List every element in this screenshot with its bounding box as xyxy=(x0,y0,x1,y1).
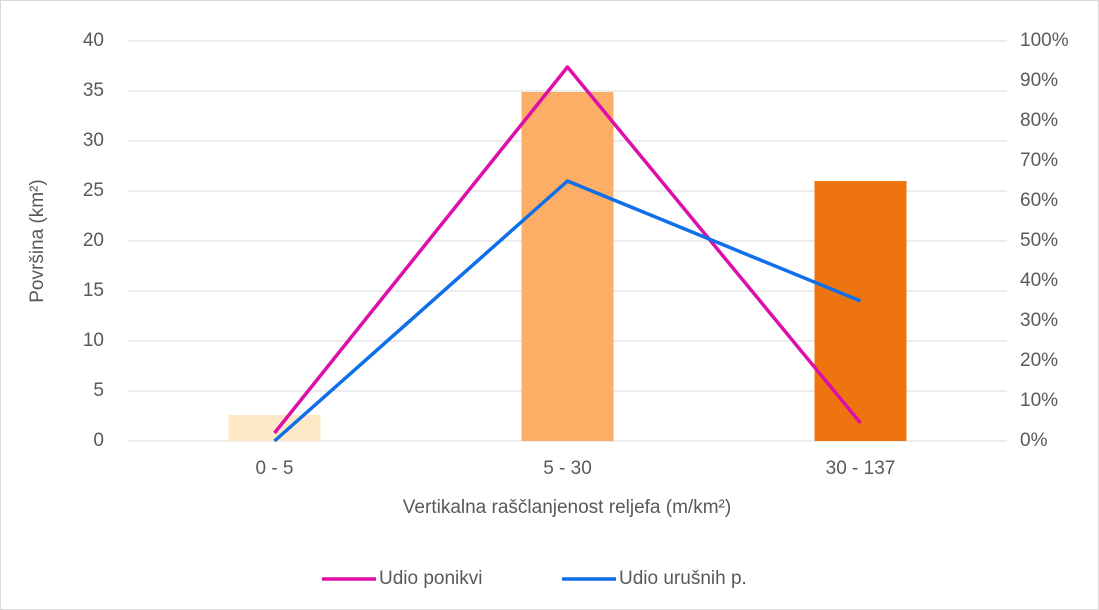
bar xyxy=(228,415,321,441)
y-tick-label: 35 xyxy=(83,80,104,101)
y-axis-label: Površina (km²) xyxy=(27,179,48,303)
y2-tick-label: 40% xyxy=(1020,270,1058,291)
x-tick-label: 5 - 30 xyxy=(543,458,592,479)
y-tick-label: 10 xyxy=(83,330,104,351)
y2-tick-label: 100% xyxy=(1020,30,1069,51)
y2-tick-label: 60% xyxy=(1020,190,1058,211)
y2-tick-label: 90% xyxy=(1020,70,1058,91)
y2-tick-label: 10% xyxy=(1020,390,1058,411)
bar xyxy=(814,181,907,441)
y2-tick-label: 20% xyxy=(1020,350,1058,371)
y2-tick-label: 70% xyxy=(1020,150,1058,171)
y-tick-label: 5 xyxy=(93,380,104,401)
y2-tick-label: 0% xyxy=(1020,430,1048,451)
y-tick-label: 0 xyxy=(93,430,104,451)
y-tick-label: 20 xyxy=(83,230,104,251)
line-series xyxy=(273,65,862,435)
y2-tick-label: 80% xyxy=(1020,110,1058,131)
bar xyxy=(521,92,614,441)
y2-tick-label: 50% xyxy=(1020,230,1058,251)
y-tick-label: 25 xyxy=(83,180,104,201)
legend-label: Udio ponikvi xyxy=(379,568,483,589)
y-tick-label: 30 xyxy=(83,130,104,151)
x-tick-label: 0 - 5 xyxy=(255,458,293,479)
x-tick-label: 30 - 137 xyxy=(826,458,896,479)
y-tick-label: 40 xyxy=(83,30,104,51)
legend-label: Udio urušnih p. xyxy=(619,568,747,589)
line-series xyxy=(273,179,862,443)
y2-tick-label: 30% xyxy=(1020,310,1058,331)
y-tick-label: 15 xyxy=(83,280,104,301)
x-axis-label: Vertikalna raščlanjenost reljefa (m/km²) xyxy=(403,497,731,518)
